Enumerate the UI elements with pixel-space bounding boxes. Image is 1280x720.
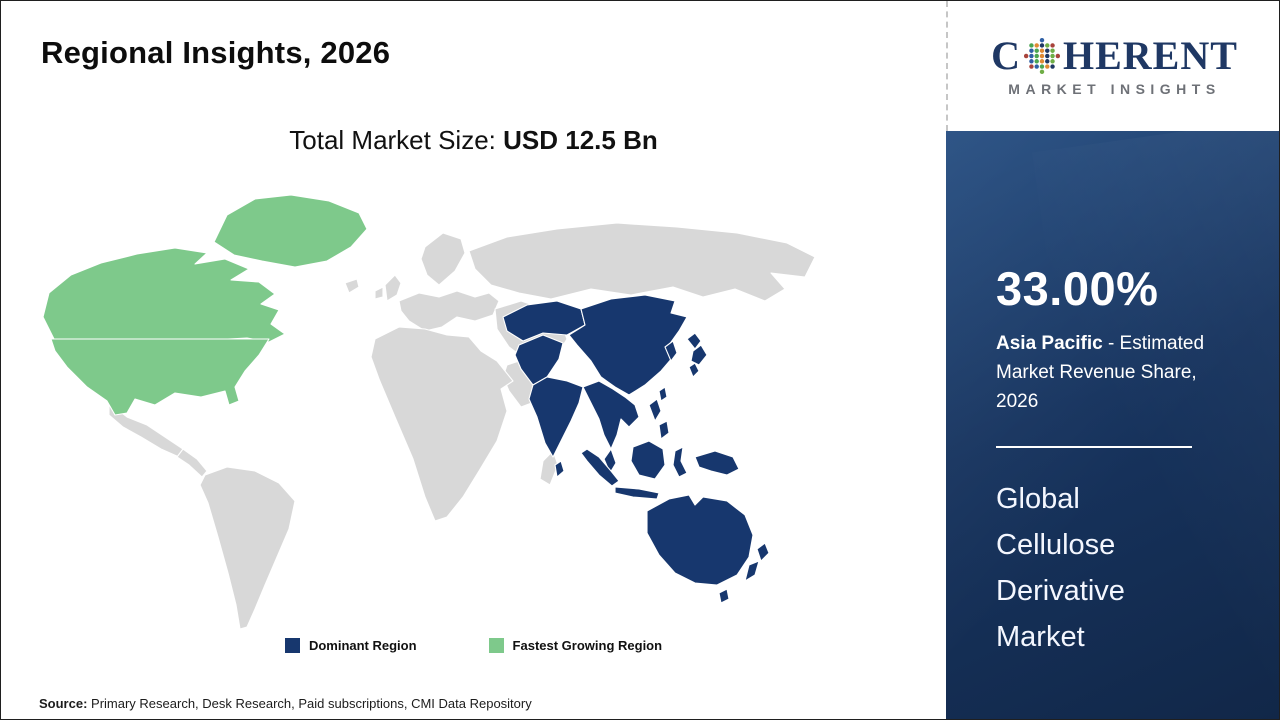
brand-letter-c: C	[991, 32, 1021, 78]
map-region-china	[568, 294, 688, 396]
brand-subtitle: MARKET INSIGHTS	[1008, 80, 1221, 97]
legend-item-fastest-growing: Fastest Growing Region	[488, 638, 663, 653]
map-region-new-zealand-south	[744, 560, 760, 582]
map-region-new-guinea	[694, 450, 740, 476]
map-region-south-america	[199, 466, 296, 630]
map-region-ireland	[374, 286, 384, 300]
panel-divider	[996, 446, 1192, 448]
market-share-value: 33.00%	[996, 262, 1159, 315]
source-text: Primary Research, Desk Research, Paid su…	[87, 696, 532, 711]
stat-panel-content: 33.00% Asia Pacific - Estimated Market R…	[946, 131, 1279, 660]
map-region-central-america	[176, 448, 208, 478]
map-region-japan-main	[690, 344, 708, 366]
main-area: Regional Insights, 2026 Total Market Siz…	[1, 1, 946, 719]
brand-logo: C HERENT	[991, 32, 1238, 78]
map-region-philippines-south	[658, 420, 670, 440]
map-region-korea	[664, 340, 678, 362]
total-market-size: Total Market Size: USD 12.5 Bn	[1, 125, 946, 156]
map-region-iceland	[344, 278, 360, 294]
map-region-australia	[646, 494, 754, 586]
legend-item-dominant: Dominant Region	[284, 638, 417, 653]
map-region-japan-south	[688, 362, 700, 378]
legend-label-dominant: Dominant Region	[308, 638, 417, 653]
map-region-europe	[398, 290, 500, 332]
map-region-java	[614, 486, 660, 500]
map-region-usa	[50, 338, 270, 416]
dominant-swatch	[284, 638, 300, 653]
world-map	[42, 194, 816, 630]
market-share-description: Asia Pacific - Estimated Market Revenue …	[996, 329, 1238, 416]
map-region-philippines-north	[648, 398, 662, 422]
cmi-dotted-globe-icon	[1023, 37, 1061, 74]
source-label: Source:	[39, 696, 88, 711]
world-map-container	[29, 187, 881, 635]
sidebar: C HERENT MARKET INSIGHTS 33.00% Asia Pac…	[946, 1, 1279, 719]
map-region-japan-north	[686, 332, 702, 350]
map-region-new-zealand-north	[756, 542, 770, 562]
map-region-india	[528, 376, 584, 458]
legend-label-fastest-growing: Fastest Growing Region	[512, 638, 663, 653]
dominant-region-swatch-icon	[284, 638, 300, 653]
map-region-sulawesi	[672, 446, 688, 478]
fastest-growing-swatch-icon	[488, 638, 504, 653]
map-region-indochina	[582, 380, 640, 450]
fastest-growing-swatch	[488, 638, 504, 653]
brand-logo-area: C HERENT MARKET INSIGHTS	[946, 1, 1279, 131]
market-name: Global Cellulose Derivative Market	[996, 483, 1125, 653]
map-region-greenland	[213, 194, 368, 268]
total-market-size-value: USD 12.5 Bn	[503, 125, 658, 155]
brand-letters-herent: HERENT	[1062, 32, 1238, 78]
map-region-uk	[384, 274, 402, 302]
map-region-sumatra	[580, 448, 620, 487]
stat-panel: 33.00% Asia Pacific - Estimated Market R…	[946, 131, 1279, 719]
total-market-size-label: Total Market Size:	[289, 125, 504, 155]
stat-description-text: - Estimated Market Revenue Share, 2026	[996, 333, 1205, 412]
map-region-africa	[370, 326, 514, 522]
map-region-taiwan	[658, 386, 668, 402]
map-region-canada	[42, 247, 286, 343]
page-title: Regional Insights, 2026	[41, 35, 391, 70]
map-legend: Dominant Region Fastest Growing Region	[1, 638, 946, 653]
map-region-russia	[468, 222, 816, 302]
map-region-borneo	[630, 440, 666, 480]
map-region-scandinavia	[420, 232, 466, 286]
map-region-tasmania	[718, 588, 730, 604]
map-region-sri-lanka	[554, 460, 565, 478]
stat-region-name: Asia Pacific	[996, 333, 1103, 354]
source-note: Source: Primary Research, Desk Research,…	[39, 696, 532, 711]
